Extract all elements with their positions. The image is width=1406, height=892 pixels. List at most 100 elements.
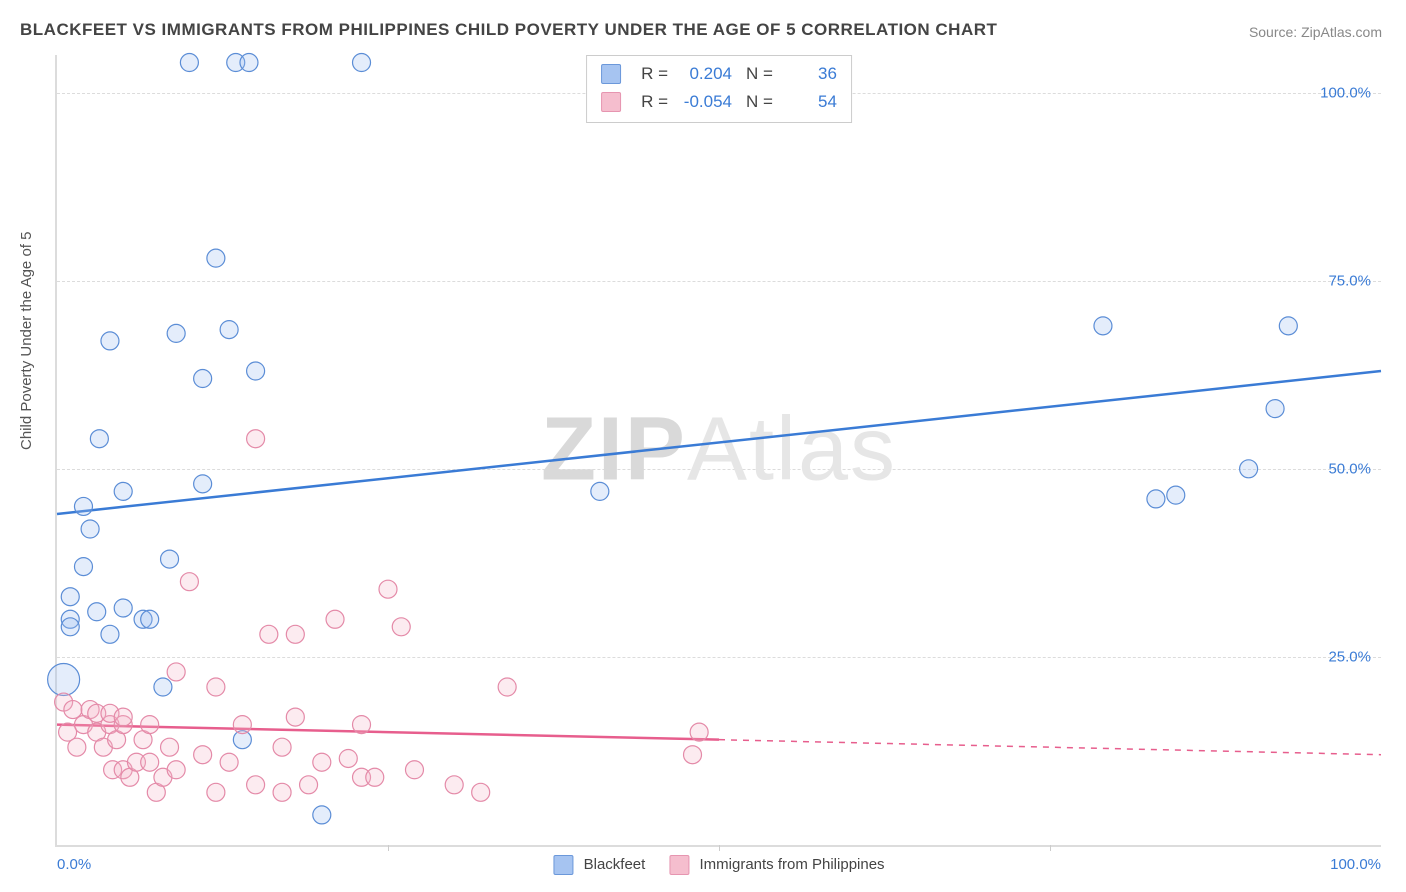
legend-label-a: Blackfeet xyxy=(584,856,646,873)
data-point xyxy=(300,776,318,794)
data-point xyxy=(88,603,106,621)
data-point xyxy=(167,663,185,681)
data-point xyxy=(207,249,225,267)
data-point xyxy=(61,588,79,606)
legend-swatch-a xyxy=(553,855,573,875)
legend-item-b: Immigrants from Philippines xyxy=(669,855,884,875)
data-point xyxy=(114,482,132,500)
stats-n-label: N = xyxy=(746,60,773,88)
data-point xyxy=(326,610,344,628)
data-point xyxy=(114,599,132,617)
data-point xyxy=(498,678,516,696)
data-point xyxy=(1240,460,1258,478)
legend-item-a: Blackfeet xyxy=(553,855,645,875)
data-point xyxy=(353,54,371,72)
data-point xyxy=(313,753,331,771)
data-point xyxy=(141,753,159,771)
stats-n-label: N = xyxy=(746,88,773,116)
data-point xyxy=(684,746,702,764)
data-point xyxy=(353,716,371,734)
stats-swatch-b xyxy=(601,92,621,112)
data-point xyxy=(1167,486,1185,504)
series-legend: Blackfeet Immigrants from Philippines xyxy=(553,855,884,875)
data-point xyxy=(161,738,179,756)
data-point xyxy=(313,806,331,824)
data-point xyxy=(48,663,80,695)
data-point xyxy=(286,708,304,726)
data-point xyxy=(273,738,291,756)
data-point xyxy=(207,783,225,801)
data-point xyxy=(247,776,265,794)
data-point xyxy=(74,497,92,515)
data-point xyxy=(114,708,132,726)
data-point xyxy=(1279,317,1297,335)
data-point xyxy=(154,678,172,696)
data-point xyxy=(379,580,397,598)
x-tick-min: 0.0% xyxy=(57,856,91,873)
stats-row-series-a: R = 0.204 N = 36 xyxy=(601,60,837,88)
data-point xyxy=(1094,317,1112,335)
y-axis-label: Child Poverty Under the Age of 5 xyxy=(18,232,35,450)
data-point xyxy=(68,738,86,756)
data-point xyxy=(366,768,384,786)
stats-r-value-a: 0.204 xyxy=(682,60,732,88)
data-point xyxy=(445,776,463,794)
data-point xyxy=(64,701,82,719)
chart-title: BLACKFEET VS IMMIGRANTS FROM PHILIPPINES… xyxy=(20,20,997,40)
data-point xyxy=(180,54,198,72)
data-point xyxy=(1147,490,1165,508)
x-tick-max: 100.0% xyxy=(1330,856,1381,873)
x-tick-mark xyxy=(1050,845,1051,851)
stats-r-label: R = xyxy=(641,88,668,116)
data-point xyxy=(233,716,251,734)
data-point xyxy=(247,362,265,380)
stats-swatch-a xyxy=(601,64,621,84)
data-point xyxy=(207,678,225,696)
data-point xyxy=(286,625,304,643)
data-point xyxy=(273,783,291,801)
data-point xyxy=(180,573,198,591)
legend-swatch-b xyxy=(669,855,689,875)
stats-r-label: R = xyxy=(641,60,668,88)
data-point xyxy=(101,625,119,643)
stats-r-value-b: -0.054 xyxy=(682,88,732,116)
plot-area: ZIPAtlas R = 0.204 N = 36 R = -0.054 N =… xyxy=(55,55,1381,847)
data-point xyxy=(1266,400,1284,418)
data-point xyxy=(167,324,185,342)
scatter-svg xyxy=(57,55,1381,845)
data-point xyxy=(141,716,159,734)
data-point xyxy=(260,625,278,643)
data-point xyxy=(220,321,238,339)
data-point xyxy=(392,618,410,636)
data-point xyxy=(161,550,179,568)
data-point xyxy=(240,54,258,72)
data-point xyxy=(339,749,357,767)
correlation-stats-box: R = 0.204 N = 36 R = -0.054 N = 54 xyxy=(586,55,852,123)
stats-n-value-a: 36 xyxy=(787,60,837,88)
source-attribution: Source: ZipAtlas.com xyxy=(1249,24,1382,40)
data-point xyxy=(74,558,92,576)
data-point xyxy=(141,610,159,628)
x-tick-mark xyxy=(388,845,389,851)
data-point xyxy=(194,475,212,493)
data-point xyxy=(167,761,185,779)
stats-n-value-b: 54 xyxy=(787,88,837,116)
data-point xyxy=(472,783,490,801)
data-point xyxy=(220,753,238,771)
source-label: Source: xyxy=(1249,24,1297,40)
data-point xyxy=(90,430,108,448)
data-point xyxy=(591,482,609,500)
x-tick-mark xyxy=(719,845,720,851)
data-point xyxy=(247,430,265,448)
data-point xyxy=(81,520,99,538)
data-point xyxy=(405,761,423,779)
data-point xyxy=(690,723,708,741)
stats-row-series-b: R = -0.054 N = 54 xyxy=(601,88,837,116)
data-point xyxy=(101,332,119,350)
source-value: ZipAtlas.com xyxy=(1301,24,1382,40)
legend-label-b: Immigrants from Philippines xyxy=(699,856,884,873)
data-point xyxy=(194,370,212,388)
trend-line-dashed xyxy=(719,740,1381,755)
data-point xyxy=(194,746,212,764)
data-point xyxy=(61,618,79,636)
